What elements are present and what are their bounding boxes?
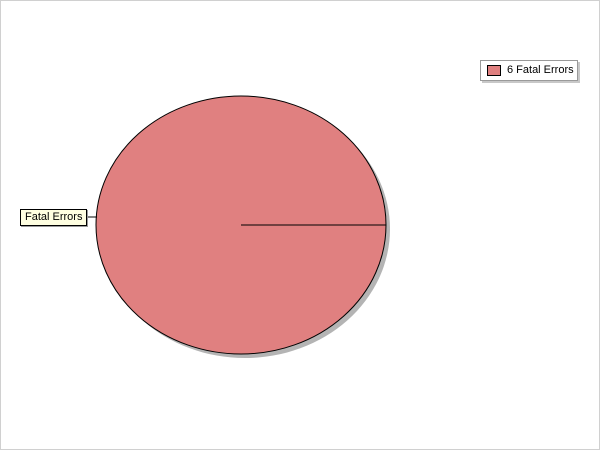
- legend-label: 6 Fatal Errors: [507, 64, 574, 76]
- legend-swatch: [487, 65, 501, 76]
- slice-label-fatal-errors: Fatal Errors: [20, 209, 88, 226]
- chart-legend: 6 Fatal Errors: [480, 60, 578, 81]
